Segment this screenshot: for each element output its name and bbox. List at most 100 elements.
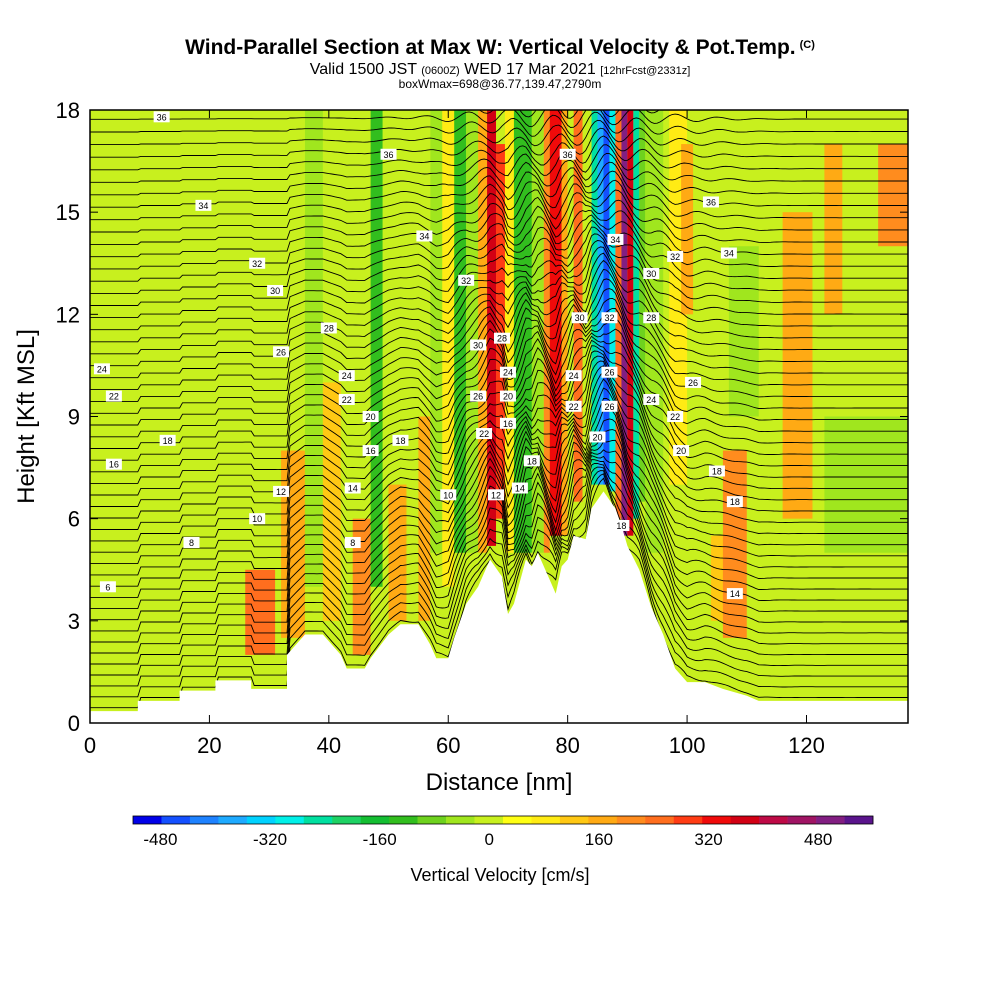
contour-label: 30	[267, 284, 284, 296]
subtitle-forecast: [12hrFcst@2331z]	[600, 65, 691, 77]
theta-contour-line	[90, 350, 908, 496]
contour-label: 36	[559, 148, 576, 160]
colorbar-tick-label: 0	[485, 830, 494, 849]
contour-label-text: 36	[706, 197, 716, 207]
contour-label: 18	[159, 434, 176, 446]
contour-label: 22	[565, 400, 582, 412]
contour-label: 18	[523, 455, 540, 467]
contour-label-bg	[673, 445, 690, 457]
contour-label-text: 8	[189, 538, 194, 548]
x-tick-label: 80	[555, 733, 579, 758]
colorbar-swatch	[730, 816, 760, 824]
contour-label: 32	[601, 312, 618, 324]
velocity-cell	[824, 144, 843, 315]
contour-label-bg	[607, 233, 624, 245]
contour-label-text: 22	[479, 429, 489, 439]
contour-label: 10	[249, 513, 266, 525]
subtitle-valid-time: Valid 1500 JST	[309, 61, 417, 78]
theta-contour-line	[90, 179, 908, 233]
contour-label: 36	[380, 148, 397, 160]
contour-label-text: 18	[616, 521, 626, 531]
velocity-cell	[603, 110, 610, 485]
theta-contour-line	[90, 370, 908, 542]
contour-label: 20	[589, 431, 606, 443]
contour-label-text: 32	[252, 259, 262, 269]
contour-label: 34	[720, 247, 737, 259]
contour-label: 30	[571, 312, 588, 324]
contour-label-text: 16	[109, 460, 119, 470]
contour-label-text: 18	[395, 436, 405, 446]
contour-label-bg	[643, 393, 660, 405]
velocity-cell	[245, 569, 276, 655]
contour-label-text: 24	[569, 371, 579, 381]
contour-label-text: 18	[712, 466, 722, 476]
contour-label-bg	[338, 393, 355, 405]
contour-label-text: 18	[527, 456, 537, 466]
theta-contour-line	[90, 240, 908, 331]
colorbar-swatch	[161, 816, 191, 824]
contour-label-text: 20	[366, 412, 376, 422]
contour-label-bg	[105, 458, 122, 470]
contour-label-bg	[195, 199, 212, 211]
colorbar-title: Vertical Velocity [cm/s]	[410, 865, 589, 885]
contour-label: 24	[643, 393, 660, 405]
contour-label: 26	[470, 390, 487, 402]
y-tick-label: 12	[56, 302, 80, 327]
contour-label: 24	[565, 370, 582, 382]
contour-label-bg	[416, 230, 433, 242]
contour-label-bg	[159, 434, 176, 446]
colorbar-swatch	[133, 816, 162, 824]
colorbar-swatch	[303, 816, 333, 824]
contour-label: 24	[338, 370, 355, 382]
colorbar-swatch	[645, 816, 675, 824]
x-tick-label: 40	[317, 733, 341, 758]
colorbar-swatch	[844, 816, 874, 824]
colorbar-swatch	[275, 816, 305, 824]
contour-label: 18	[726, 496, 743, 508]
colorbar-swatch	[503, 816, 532, 824]
x-axis-label: Distance [nm]	[426, 769, 573, 796]
colorbar: -480 -320 -160 0 160 320 480 Vertical Velocity …	[132, 815, 874, 885]
contour-label: 28	[643, 312, 660, 324]
contour-label-text: 34	[610, 235, 620, 245]
contour-label-bg	[470, 339, 487, 351]
contour-label: 30	[643, 267, 660, 279]
contour-label-bg	[667, 250, 684, 262]
contour-label: 14	[344, 482, 361, 494]
velocity-cell	[466, 110, 479, 553]
contour-label: 20	[673, 445, 690, 457]
contour-label-bg	[643, 267, 660, 279]
velocity-cell	[370, 110, 383, 587]
velocity-cell	[609, 110, 616, 492]
theta-contour-line	[90, 135, 908, 171]
contour-label-bg	[643, 312, 660, 324]
contour-label-bg	[685, 376, 702, 388]
velocity-cell	[487, 110, 497, 546]
contour-label: 22	[667, 411, 684, 422]
velocity-cell	[322, 382, 341, 621]
contour-label-bg	[362, 445, 379, 457]
contour-label-text: 12	[276, 487, 286, 497]
contour-label-bg	[99, 581, 116, 593]
contour-label-bg	[499, 366, 516, 378]
contour-label-text: 20	[676, 446, 686, 456]
contour-label-bg	[249, 513, 266, 525]
colorbar-swatch	[759, 816, 788, 824]
contour-label: 34	[607, 233, 624, 245]
contour-label: 36	[702, 196, 719, 208]
theta-contour-line	[90, 470, 908, 687]
contour-label-text: 32	[461, 276, 471, 286]
velocity-cell	[591, 110, 598, 485]
velocity-cell	[722, 450, 747, 638]
contour-label-text: 28	[497, 334, 507, 344]
contour-label-text: 26	[604, 368, 614, 378]
y-tick-label: 18	[56, 98, 80, 123]
colorbar-swatch	[332, 816, 361, 824]
contour-label-text: 32	[604, 313, 614, 323]
velocity-cell	[418, 416, 431, 621]
velocity-cell	[615, 110, 622, 519]
theta-contour-line	[90, 449, 908, 632]
title-tag: (C)	[799, 39, 815, 51]
colorbar-swatch	[446, 816, 475, 824]
contour-label: 26	[685, 376, 702, 388]
